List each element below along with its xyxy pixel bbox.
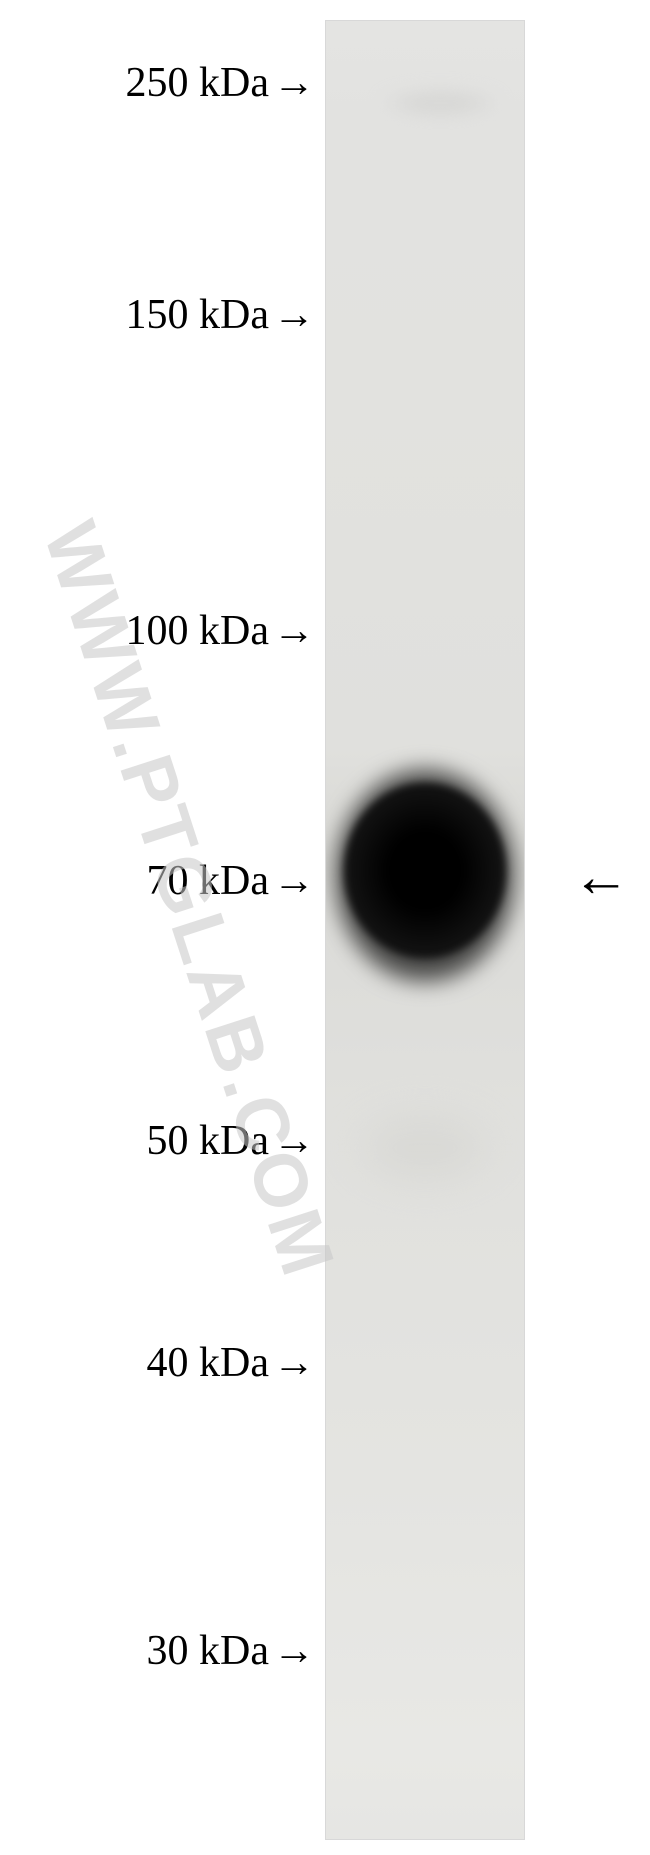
band-faint-top-band — [381, 88, 500, 118]
blot-lane — [325, 20, 525, 1840]
band-background-smudge — [346, 1103, 504, 1193]
marker-label-text: 250 kDa — [126, 59, 269, 107]
marker-arrow-icon: → — [273, 59, 315, 107]
marker-arrow-icon: → — [273, 1339, 315, 1387]
marker-arrow-icon: → — [273, 607, 315, 655]
marker-30kda: 30 kDa→ — [147, 1627, 315, 1675]
marker-label-text: 150 kDa — [126, 291, 269, 339]
marker-arrow-icon: → — [273, 291, 315, 339]
western-blot-figure: { "figure": { "type": "western-blot", "w… — [0, 0, 650, 1855]
marker-label-text: 30 kDa — [147, 1627, 269, 1675]
marker-100kda: 100 kDa→ — [126, 607, 315, 655]
band-target-band-core — [344, 783, 506, 958]
marker-arrow-icon: → — [273, 1627, 315, 1675]
marker-250kda: 250 kDa→ — [126, 59, 315, 107]
marker-arrow-icon: → — [273, 857, 315, 905]
marker-label-text: 40 kDa — [147, 1339, 269, 1387]
target-band-arrow-icon: ← — [572, 848, 630, 906]
marker-40kda: 40 kDa→ — [147, 1339, 315, 1387]
marker-150kda: 150 kDa→ — [126, 291, 315, 339]
